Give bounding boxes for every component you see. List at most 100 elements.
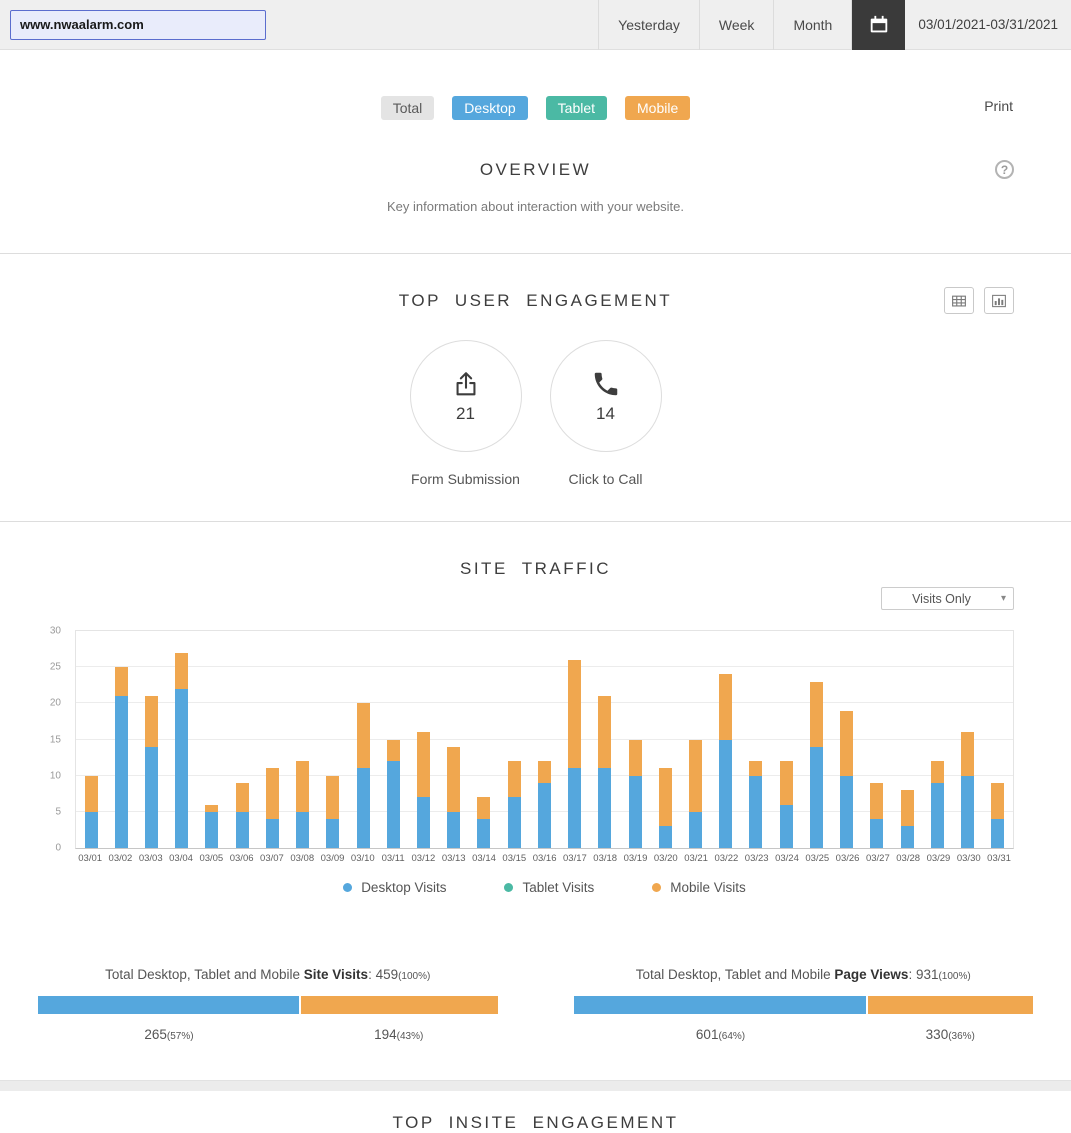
bar-03/06[interactable] [236, 783, 249, 848]
y-tick-label: 30 [50, 626, 61, 637]
view-toggle-buttons [944, 287, 1014, 314]
legend-dot [343, 883, 352, 892]
print-link[interactable]: Print [984, 98, 1013, 114]
bar-segment [85, 812, 98, 848]
filter-button-mobile[interactable]: Mobile [625, 96, 690, 120]
bar-03/28[interactable] [901, 790, 914, 848]
bar-segment [145, 696, 158, 747]
bar-03/05[interactable] [205, 805, 218, 848]
y-tick-label: 10 [50, 770, 61, 781]
summary-text: Total Desktop, Tablet and Mobile Page Vi… [574, 967, 1034, 982]
bar-segment [901, 790, 914, 826]
bar-03/09[interactable] [326, 776, 339, 848]
bar-03/14[interactable] [477, 797, 490, 848]
x-tick-label: 03/19 [620, 853, 650, 864]
bar-segment [538, 761, 551, 783]
bar-segment [629, 776, 642, 848]
x-tick-label: 03/29 [923, 853, 953, 864]
bar-03/31[interactable] [991, 783, 1004, 848]
bar-segment [659, 826, 672, 848]
range-button-week[interactable]: Week [699, 0, 774, 50]
bar-03/27[interactable] [870, 783, 883, 848]
bar-segment [931, 761, 944, 783]
x-tick-label: 03/01 [75, 853, 105, 864]
x-tick-label: 03/05 [196, 853, 226, 864]
bar-03/25[interactable] [810, 682, 823, 848]
legend-label: Mobile Visits [670, 880, 746, 895]
x-tick-label: 03/17 [560, 853, 590, 864]
bar-chart-icon [990, 292, 1008, 310]
x-tick-label: 03/14 [469, 853, 499, 864]
bar-03/29[interactable] [931, 761, 944, 848]
bar-03/26[interactable] [840, 711, 853, 848]
bar-segment [780, 761, 793, 804]
legend-item-mobile-visits: Mobile Visits [652, 880, 746, 895]
legend-dot [504, 883, 513, 892]
bar-03/19[interactable] [629, 740, 642, 848]
bar-03/24[interactable] [780, 761, 793, 848]
bar-03/17[interactable] [568, 660, 581, 848]
bar-03/02[interactable] [115, 667, 128, 848]
bar-03/22[interactable] [719, 674, 732, 848]
summary-segment-value: 601(64%) [574, 1027, 868, 1042]
x-tick-label: 03/03 [136, 853, 166, 864]
calendar-button[interactable] [851, 0, 905, 50]
bar-03/18[interactable] [598, 696, 611, 848]
summary-bar-segment [38, 996, 299, 1014]
x-tick-label: 03/16 [529, 853, 559, 864]
legend-label: Tablet Visits [522, 880, 594, 895]
bar-segment [387, 740, 400, 762]
bar-segment [961, 776, 974, 848]
x-tick-label: 03/25 [802, 853, 832, 864]
filter-button-desktop[interactable]: Desktop [452, 96, 527, 120]
bar-segment [508, 797, 521, 848]
stat-value: 21 [456, 404, 475, 424]
range-button-month[interactable]: Month [773, 0, 851, 50]
bar-03/11[interactable] [387, 740, 400, 848]
help-icon[interactable]: ? [995, 160, 1014, 179]
device-filter-buttons: Total Desktop Tablet Mobile [0, 96, 1071, 120]
filter-button-tablet[interactable]: Tablet [546, 96, 607, 120]
bar-segment [357, 768, 370, 848]
bar-03/23[interactable] [749, 761, 762, 848]
visits-dropdown[interactable]: Visits Only ▾ [881, 587, 1014, 610]
chart-view-button[interactable] [984, 287, 1014, 314]
x-tick-label: 03/04 [166, 853, 196, 864]
bar-03/21[interactable] [689, 740, 702, 848]
bar-03/15[interactable] [508, 761, 521, 848]
bar-03/20[interactable] [659, 768, 672, 848]
bar-segment [326, 776, 339, 819]
bar-segment [659, 768, 672, 826]
filter-button-total[interactable]: Total [381, 96, 435, 120]
y-tick-label: 20 [50, 698, 61, 709]
bar-03/16[interactable] [538, 761, 551, 848]
section-divider [0, 1080, 1071, 1091]
bar-03/08[interactable] [296, 761, 309, 848]
bar-03/10[interactable] [357, 703, 370, 848]
summary-text: Total Desktop, Tablet and Mobile Site Vi… [38, 967, 498, 982]
table-view-button[interactable] [944, 287, 974, 314]
bar-segment [840, 776, 853, 848]
bar-segment [115, 667, 128, 696]
stat-circle[interactable]: 14 [550, 340, 662, 452]
bar-03/04[interactable] [175, 653, 188, 848]
bar-03/01[interactable] [85, 776, 98, 848]
legend-item-tablet-visits: Tablet Visits [504, 880, 594, 895]
stat-circle[interactable]: 21 [410, 340, 522, 452]
bar-03/13[interactable] [447, 747, 460, 848]
bar-segment [477, 819, 490, 848]
range-button-yesterday[interactable]: Yesterday [598, 0, 699, 50]
bar-03/12[interactable] [417, 732, 430, 848]
stat-label: Form Submission [410, 471, 522, 487]
url-input[interactable] [10, 10, 266, 40]
bar-03/30[interactable] [961, 732, 974, 848]
bar-03/07[interactable] [266, 768, 279, 848]
bar-03/03[interactable] [145, 696, 158, 848]
summary-bar-segment [868, 996, 1033, 1014]
x-tick-label: 03/24 [772, 853, 802, 864]
summary-segment-value: 330(36%) [868, 1027, 1033, 1042]
